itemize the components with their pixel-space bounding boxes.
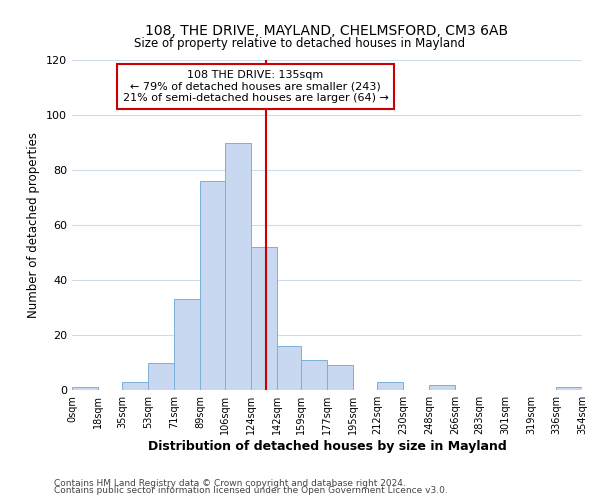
Bar (429, 384, 455, 390)
Bar (174, 299, 200, 390)
Text: Contains HM Land Registry data © Crown copyright and database right 2024.: Contains HM Land Registry data © Crown c… (54, 478, 406, 488)
Text: 108 THE DRIVE: 135sqm
← 79% of detached houses are smaller (243)
21% of semi-det: 108 THE DRIVE: 135sqm ← 79% of detached … (122, 70, 389, 103)
Bar (251, 247, 277, 390)
Y-axis label: Number of detached properties: Number of detached properties (28, 132, 40, 318)
Bar (327, 365, 353, 390)
Text: Contains public sector information licensed under the Open Government Licence v3: Contains public sector information licen… (54, 486, 448, 495)
Bar (148, 362, 174, 390)
Bar (377, 382, 403, 390)
Title: 108, THE DRIVE, MAYLAND, CHELMSFORD, CM3 6AB: 108, THE DRIVE, MAYLAND, CHELMSFORD, CM3… (145, 24, 509, 38)
Bar (277, 346, 301, 390)
Text: Size of property relative to detached houses in Mayland: Size of property relative to detached ho… (134, 38, 466, 51)
Bar (556, 387, 582, 390)
Bar (225, 142, 251, 390)
Bar (122, 382, 148, 390)
Bar (200, 181, 225, 390)
Bar (301, 360, 327, 390)
X-axis label: Distribution of detached houses by size in Mayland: Distribution of detached houses by size … (148, 440, 506, 453)
Bar (72, 387, 98, 390)
